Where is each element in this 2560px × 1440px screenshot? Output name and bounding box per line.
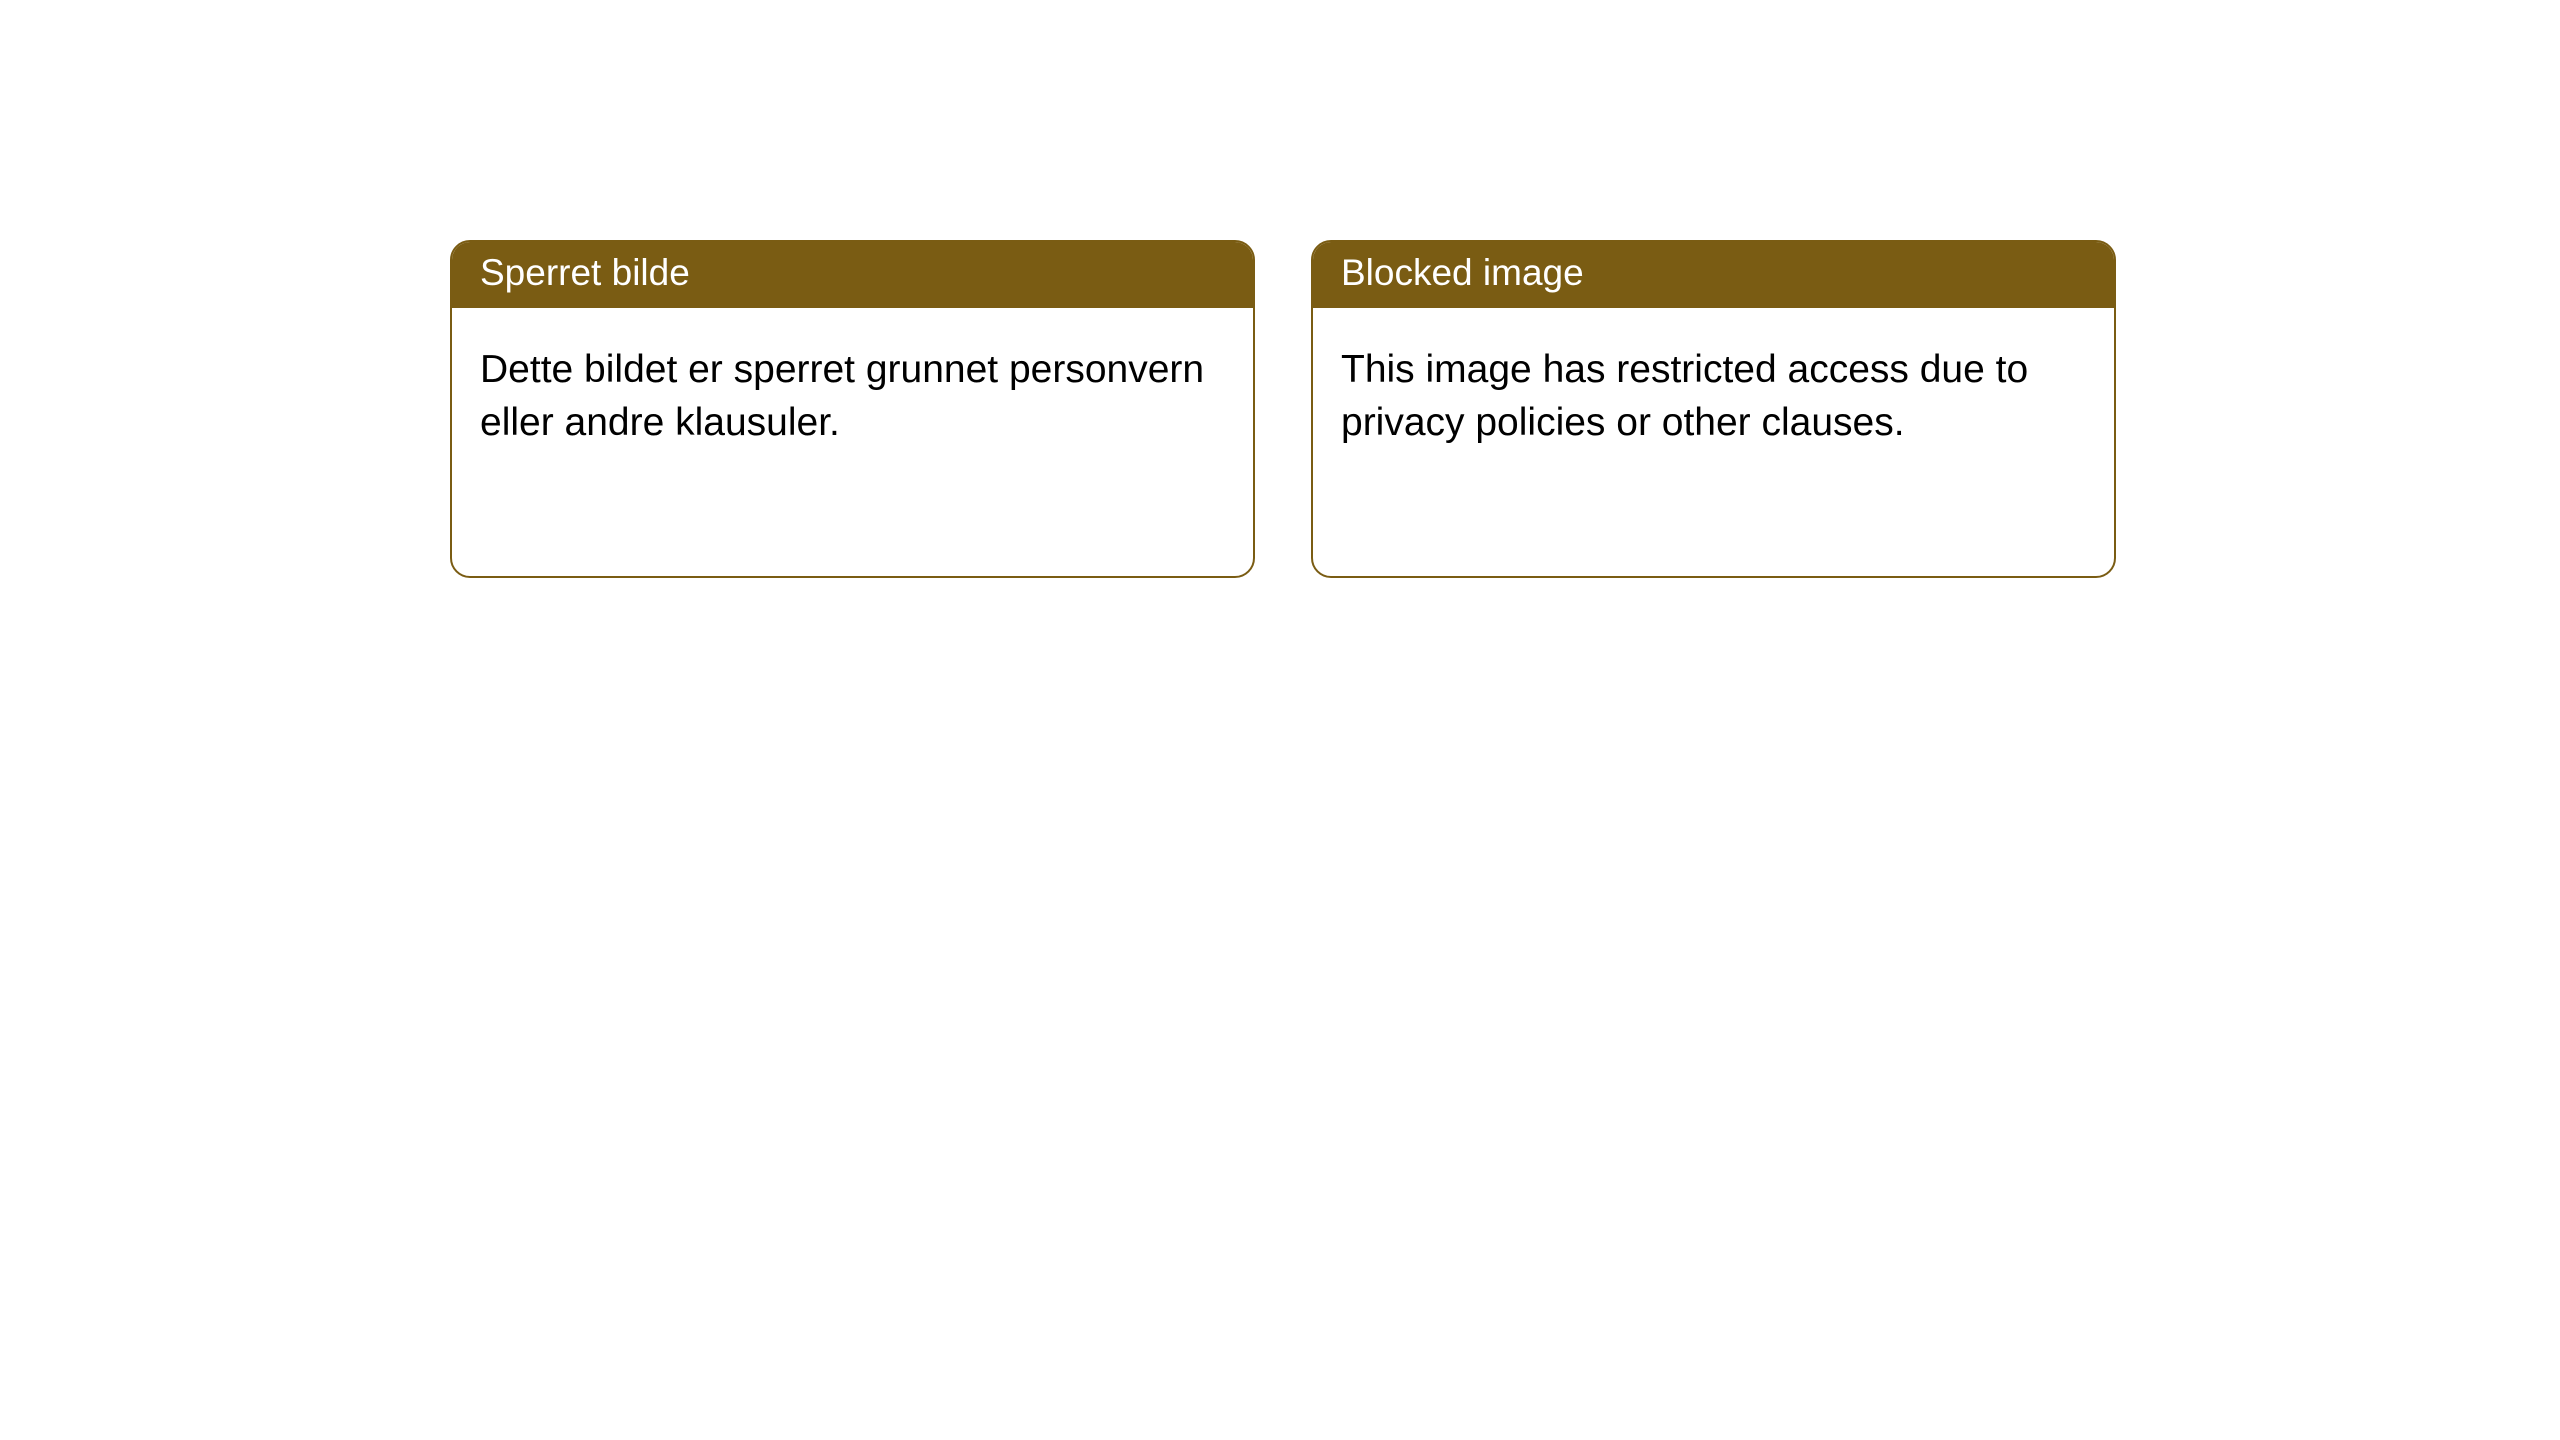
notice-card-title: Blocked image [1313, 242, 2114, 308]
notice-card-english: Blocked image This image has restricted … [1311, 240, 2116, 578]
notice-card-title: Sperret bilde [452, 242, 1253, 308]
notice-card-body: Dette bildet er sperret grunnet personve… [452, 308, 1253, 485]
notice-card-norwegian: Sperret bilde Dette bildet er sperret gr… [450, 240, 1255, 578]
notice-card-body: This image has restricted access due to … [1313, 308, 2114, 485]
notice-container: Sperret bilde Dette bildet er sperret gr… [0, 0, 2560, 578]
